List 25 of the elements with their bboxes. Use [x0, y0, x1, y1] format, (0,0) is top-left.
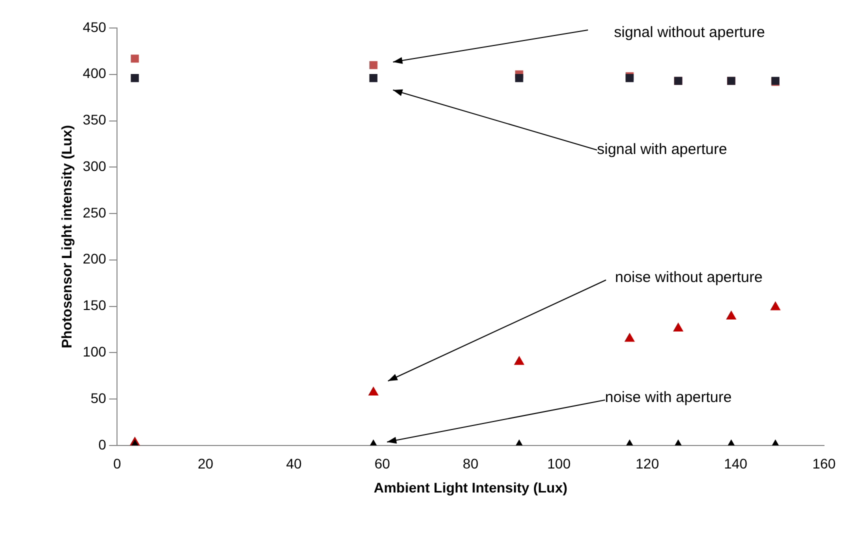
x-tick-label: 20 [198, 456, 214, 472]
y-tick-label: 300 [82, 158, 106, 174]
y-tick-label: 50 [90, 390, 106, 406]
y-tick-label: 150 [82, 297, 106, 314]
y-tick-label: 450 [82, 18, 106, 35]
x-tick-label: 80 [462, 456, 479, 472]
y-tick-label: 250 [82, 204, 106, 220]
x-tick-label: 60 [374, 456, 390, 472]
y-tick-label: 400 [82, 65, 106, 82]
x-tick-label: 140 [724, 456, 748, 472]
x-tick-label: 100 [547, 456, 571, 472]
x-axis-title: Ambient Light Intensity (Lux) [374, 479, 568, 496]
y-tick-label: 200 [82, 250, 106, 267]
y-tick-label: 350 [82, 112, 106, 128]
x-tick-label: 160 [812, 456, 836, 472]
annotation: noise with aperture [605, 389, 732, 406]
x-tick-label: 0 [113, 456, 122, 472]
y-tick-label: 0 [98, 436, 106, 452]
y-tick-label: 100 [82, 344, 106, 360]
y-axis-title: Photosensor Light intensity (Lux) [58, 125, 74, 348]
annotation: signal without aperture [614, 24, 765, 42]
x-tick-label: 40 [286, 456, 302, 472]
x-tick-label: 120 [636, 456, 660, 472]
annotation: noise without aperture [615, 269, 763, 286]
annotation: signal with aperture [597, 141, 728, 158]
